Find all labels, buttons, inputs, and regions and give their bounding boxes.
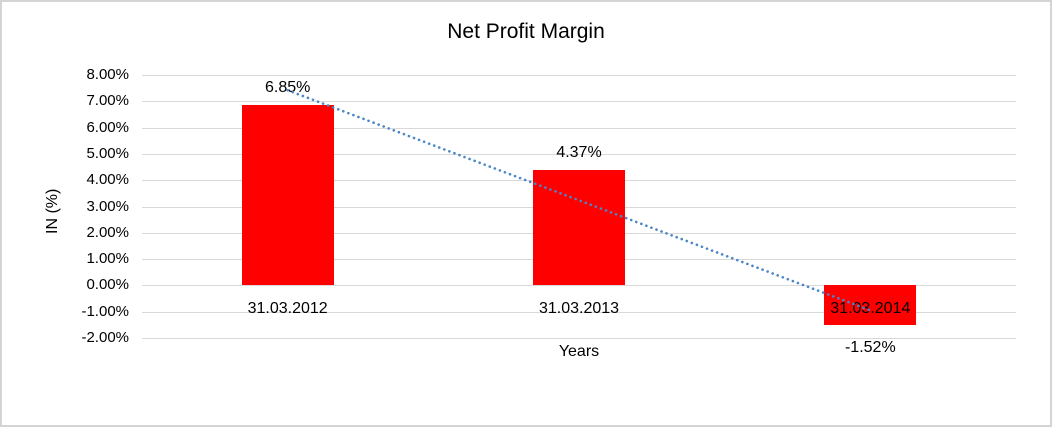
bar-data-label: -1.52% xyxy=(844,339,896,357)
y-axis-tick-label: 7.00% xyxy=(86,92,129,110)
y-axis-tick-label: 6.00% xyxy=(86,118,129,136)
gridline xyxy=(142,75,1016,76)
y-axis-tick-label: 4.00% xyxy=(86,171,129,189)
bar-data-label: 6.85% xyxy=(264,79,311,97)
y-axis-tick-label: 0.00% xyxy=(86,276,129,294)
x-axis-category-label: 31.03.2012 xyxy=(247,300,328,317)
y-axis-tick-label: -2.00% xyxy=(81,329,129,346)
y-axis-tick-label: -1.00% xyxy=(81,302,129,320)
y-axis-title: IN (%) xyxy=(44,188,61,234)
x-axis-category-label: 31.03.2014 xyxy=(830,300,911,317)
x-axis-category-label: 31.03.2013 xyxy=(538,300,620,317)
gridline xyxy=(142,311,1016,313)
gridline xyxy=(142,338,1016,339)
y-axis-tick-label: 3.00% xyxy=(86,197,129,215)
chart-title: Net Profit Margin xyxy=(447,20,605,43)
y-axis-tick-label: 8.00% xyxy=(86,66,129,83)
bar-data-label: 4.37% xyxy=(556,144,602,162)
gridline xyxy=(142,101,1016,103)
bar xyxy=(533,170,625,286)
y-axis-tick-label: 2.00% xyxy=(86,223,129,241)
bar xyxy=(241,105,334,286)
y-axis-tick-label: 1.00% xyxy=(86,250,129,268)
y-axis-tick-label: 5.00% xyxy=(86,144,129,162)
x-axis-title: Years xyxy=(558,343,600,360)
